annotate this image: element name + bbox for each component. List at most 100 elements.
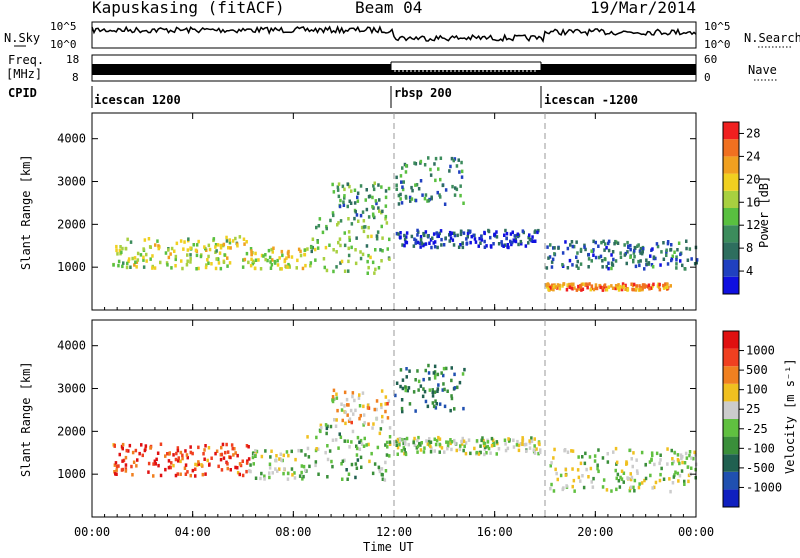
heatmap-cell [339, 219, 343, 223]
heatmap-cell [579, 262, 583, 266]
heatmap-cell [223, 253, 226, 257]
heatmap-cell [593, 454, 597, 458]
heatmap-cell [350, 462, 354, 467]
heatmap-cell [638, 249, 642, 253]
heatmap-cell [360, 225, 364, 230]
heatmap-cell [228, 238, 231, 242]
heatmap-cell [232, 453, 235, 457]
heatmap-cell [573, 286, 576, 290]
heatmap-cell [222, 242, 226, 247]
heatmap-cell [504, 448, 508, 453]
heatmap-cell [690, 257, 693, 261]
colorbar-tick-label: 8 [746, 241, 753, 255]
heatmap-cell [197, 460, 200, 464]
heatmap-cell [504, 228, 507, 233]
heatmap-cell [229, 455, 232, 460]
heatmap-cell [483, 230, 486, 235]
heatmap-cell [460, 439, 463, 444]
heatmap-cell [579, 461, 583, 466]
heatmap-cell [445, 440, 448, 444]
heatmap-cell [370, 234, 373, 239]
heatmap-cell [546, 245, 549, 249]
heatmap-cell [293, 471, 296, 475]
heatmap-cell [337, 240, 340, 245]
heatmap-cell [361, 252, 365, 257]
heatmap-cell [386, 445, 389, 449]
heatmap-cell [503, 233, 506, 237]
heatmap-cell [524, 442, 528, 447]
heatmap-cell [317, 472, 320, 476]
heatmap-cell [245, 444, 249, 448]
heatmap-cell [325, 268, 329, 273]
heatmap-cell [582, 485, 586, 490]
heatmap-cell [365, 244, 369, 248]
heatmap-cell [629, 485, 633, 489]
heatmap-cell [692, 456, 695, 461]
heatmap-cell [187, 237, 190, 241]
heatmap-cell [555, 471, 558, 476]
heatmap-cell [577, 455, 580, 459]
heatmap-cell [436, 190, 439, 195]
heatmap-cell [527, 241, 530, 245]
heatmap-cell [354, 408, 357, 413]
heatmap-cell [186, 470, 189, 474]
heatmap-cell [377, 206, 380, 210]
heatmap-cell [449, 408, 452, 413]
heatmap-cell [402, 441, 405, 446]
heatmap-cell [345, 468, 348, 472]
heatmap-cell [400, 406, 404, 411]
heatmap-cell [380, 467, 384, 471]
heatmap-cell [632, 282, 636, 287]
heatmap-cell [167, 465, 171, 470]
heatmap-cell [386, 416, 390, 420]
heatmap-cell [385, 453, 389, 457]
heatmap-cell [179, 450, 183, 455]
heatmap-cell [172, 453, 175, 457]
heatmap-cell [245, 469, 248, 474]
heatmap-cell [466, 235, 469, 239]
heatmap-cell [516, 232, 520, 236]
heatmap-cell [405, 164, 408, 168]
heatmap-cell [378, 198, 381, 202]
heatmap-cell [584, 247, 587, 252]
heatmap-cell [339, 198, 342, 203]
heatmap-cell [226, 256, 229, 260]
heatmap-cell [411, 188, 414, 193]
heatmap-cell [174, 254, 178, 259]
heatmap-cell [197, 239, 200, 244]
heatmap-cell [528, 446, 532, 450]
heatmap-cell [492, 242, 495, 246]
heatmap-cell [685, 246, 688, 251]
heatmap-cell [121, 246, 124, 251]
heatmap-cell [378, 431, 382, 436]
x-tick-label: 00:00 [74, 525, 110, 539]
heatmap-cell [395, 183, 398, 187]
heatmap-cell [189, 246, 192, 250]
heatmap-cell [681, 263, 684, 268]
heatmap-cell [275, 454, 278, 458]
heatmap-cell [549, 464, 552, 468]
heatmap-cell [450, 156, 454, 161]
heatmap-cell [346, 439, 349, 443]
heatmap-cell [427, 156, 430, 160]
x-tick-label: 16:00 [477, 525, 513, 539]
heatmap-cell [333, 418, 336, 422]
heatmap-cell [326, 457, 330, 462]
heatmap-cell [203, 245, 206, 249]
heatmap-cell [648, 287, 651, 291]
heatmap-cell [514, 239, 518, 244]
heatmap-cell [439, 156, 443, 160]
heatmap-cell [562, 486, 565, 490]
heatmap-cell [429, 173, 433, 177]
heatmap-cell [631, 287, 634, 292]
heatmap-cell [626, 476, 629, 480]
heatmap-cell [242, 258, 245, 262]
heatmap-cell [624, 283, 627, 288]
heatmap-cell [422, 231, 425, 236]
heatmap-cell [243, 257, 247, 262]
heatmap-cell [423, 389, 427, 394]
heatmap-cell [437, 435, 440, 440]
heatmap-cell [580, 288, 583, 292]
colorbar-tick-label: -1000 [746, 480, 782, 494]
